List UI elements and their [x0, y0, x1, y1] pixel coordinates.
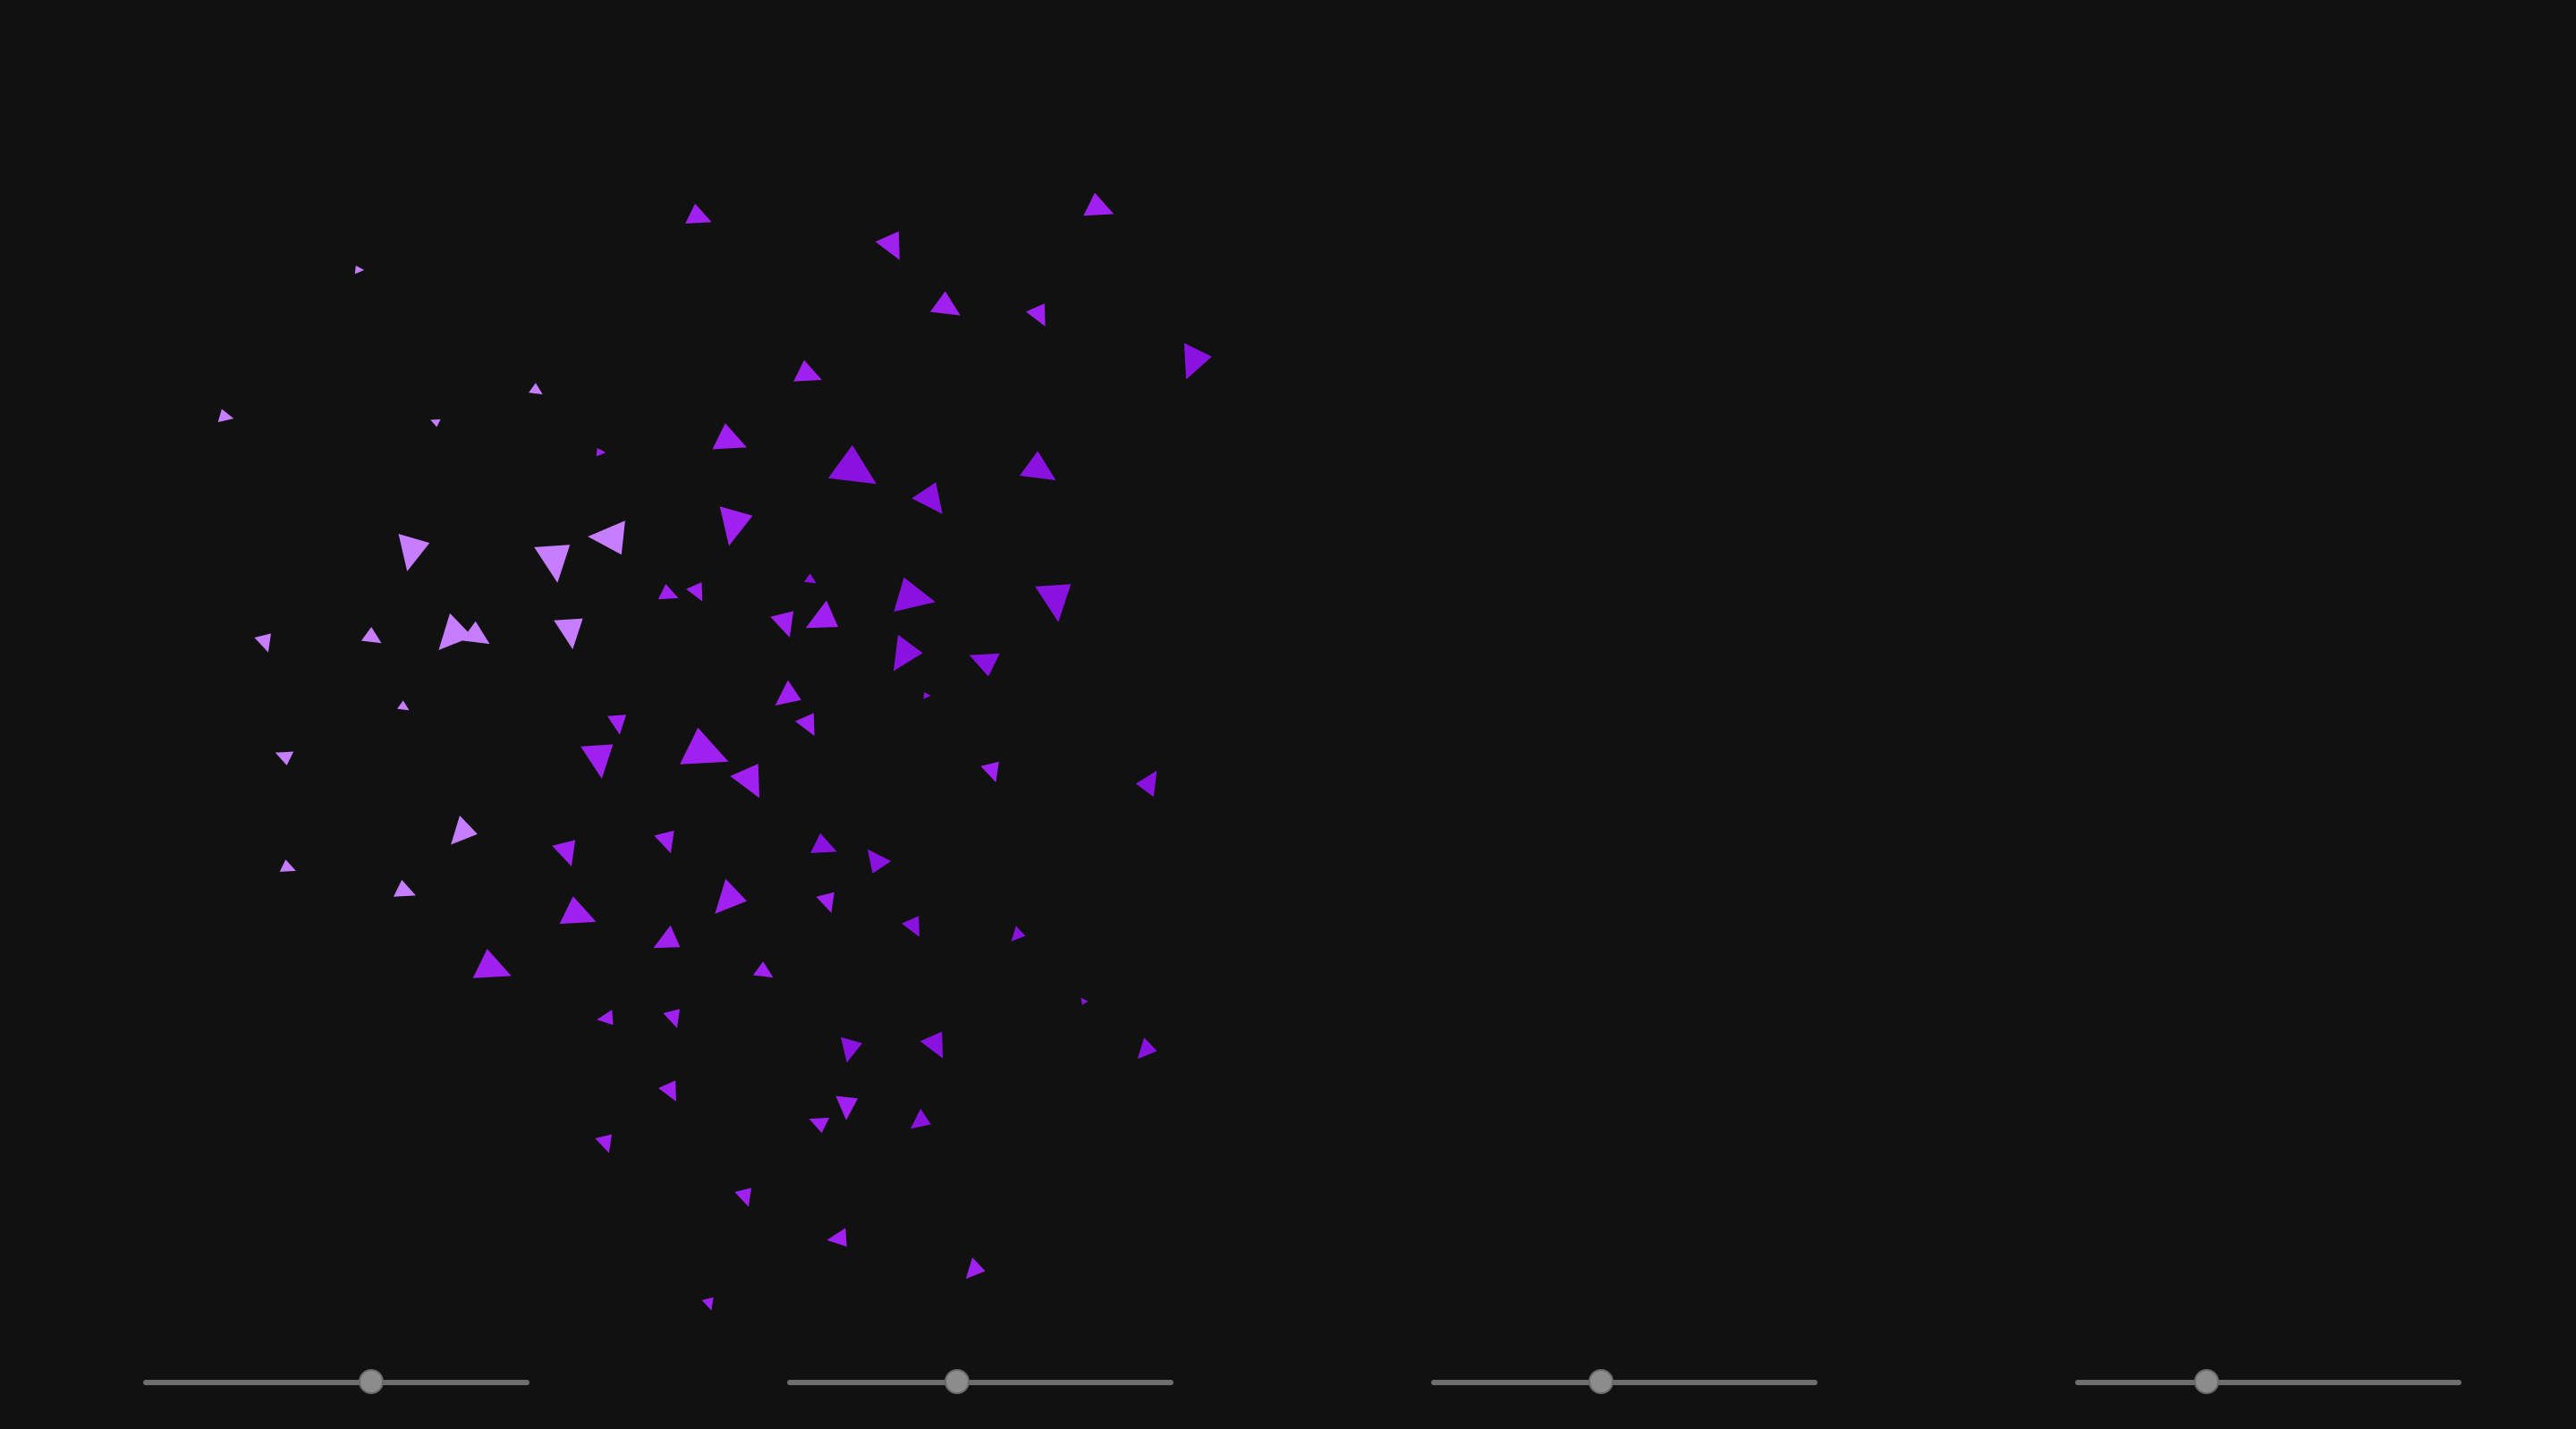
triangle-particle	[685, 203, 712, 224]
triangle-particle	[552, 840, 576, 867]
triangle-particle	[841, 1036, 862, 1063]
triangle-particle	[1025, 303, 1046, 326]
triangle-particle	[902, 916, 919, 937]
triangle-particle	[451, 816, 478, 845]
triangle-particle	[805, 600, 839, 629]
triangle-particle	[607, 714, 627, 735]
triangle-particle	[654, 830, 674, 854]
triangle-particle	[275, 751, 294, 765]
triangle-particle	[701, 1297, 714, 1311]
triangle-particle	[534, 545, 571, 583]
slider-thumb[interactable]	[2193, 1369, 2219, 1394]
triangle-particle	[715, 878, 747, 914]
triangle-particle	[658, 1080, 676, 1102]
triangle-particle	[1083, 192, 1114, 216]
triangle-particle	[868, 849, 892, 874]
triangle-particle	[911, 482, 943, 514]
slider-track	[787, 1380, 1174, 1385]
triangle-particle	[1080, 997, 1089, 1005]
triangle-particle	[816, 892, 835, 913]
triangle-particle	[809, 1117, 830, 1133]
slider-3[interactable]	[1431, 1368, 1818, 1395]
triangle-particle	[580, 744, 614, 779]
triangle-particle	[279, 859, 296, 872]
triangle-particle	[686, 582, 703, 602]
triangle-particle	[680, 727, 729, 765]
triangle-particle	[770, 611, 794, 638]
triangle-particle	[398, 534, 430, 571]
triangle-particle	[965, 1257, 986, 1280]
triangle-particle	[826, 1228, 847, 1247]
triangle-particle	[804, 573, 817, 584]
slider-track	[2075, 1380, 2462, 1385]
triangle-particle	[929, 291, 961, 316]
triangle-particle	[1011, 926, 1026, 942]
triangle-particle	[438, 613, 473, 650]
triangle-particle	[752, 961, 774, 978]
triangle-particle	[597, 1010, 614, 1026]
slider-track	[143, 1380, 530, 1385]
triangle-particle	[793, 359, 822, 382]
triangle-particle	[657, 584, 679, 600]
triangle-particle	[775, 680, 801, 706]
triangle-particle	[653, 925, 681, 949]
triangle-particle	[794, 713, 815, 736]
triangle-particle	[217, 409, 234, 423]
triangle-particle	[394, 879, 416, 897]
triangle-particle	[969, 653, 1000, 677]
slider-thumb[interactable]	[1589, 1369, 1614, 1394]
triangle-particle	[559, 896, 597, 925]
slider-thumb[interactable]	[358, 1369, 384, 1394]
triangle-particle	[719, 506, 753, 546]
triangle-particle	[980, 761, 999, 782]
triangle-particle	[663, 1009, 680, 1028]
triangle-particle	[730, 764, 759, 799]
triangle-particle	[919, 1031, 944, 1059]
triangle-particle	[1019, 451, 1056, 480]
slider-1[interactable]	[143, 1368, 530, 1395]
triangle-particle	[360, 627, 382, 644]
triangle-particle	[461, 621, 490, 645]
triangle-particle	[1035, 584, 1072, 622]
triangle-particle	[596, 448, 606, 457]
triangle-particle	[894, 634, 923, 672]
triangle-particle	[397, 700, 410, 711]
slider-track	[1431, 1380, 1818, 1385]
triangle-particle	[472, 949, 512, 978]
triangle-particle	[1183, 342, 1212, 380]
triangle-particle	[712, 423, 747, 450]
triangle-particle	[595, 1134, 612, 1154]
triangle-particle	[254, 633, 271, 653]
slider-4[interactable]	[2075, 1368, 2462, 1395]
triangle-particle	[875, 231, 900, 260]
triangle-particle	[430, 419, 441, 427]
triangle-particle	[588, 520, 625, 555]
slider-2[interactable]	[787, 1368, 1174, 1395]
triangle-particle	[554, 618, 583, 650]
triangle-particle	[827, 444, 877, 485]
triangle-particle	[1137, 1037, 1157, 1060]
triangle-particle	[835, 1095, 859, 1120]
triangle-particle	[894, 577, 936, 612]
triangle-particle	[910, 1108, 931, 1129]
triangle-particle	[923, 692, 931, 699]
triangle-particle	[810, 833, 837, 853]
triangle-particle	[734, 1188, 751, 1207]
triangle-particle	[1135, 770, 1157, 798]
slider-thumb[interactable]	[945, 1369, 970, 1394]
triangle-particle	[529, 383, 543, 394]
triangle-particle	[354, 266, 365, 275]
